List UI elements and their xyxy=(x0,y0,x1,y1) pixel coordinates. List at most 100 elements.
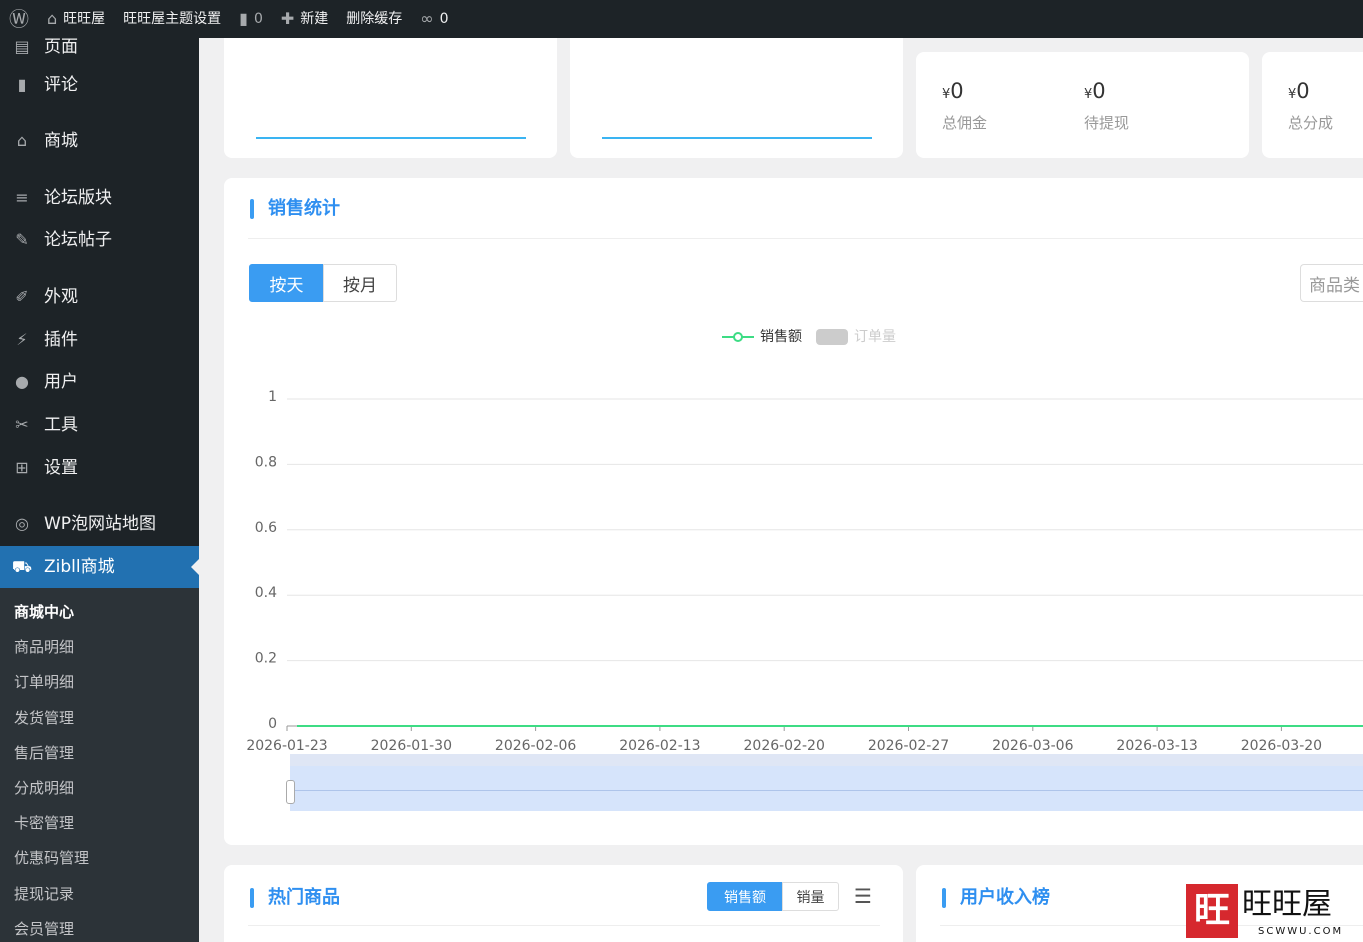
sidebar-item-label: WP泡网站地图 xyxy=(44,514,157,534)
sidebar-item[interactable]: ≡ 论坛版块 xyxy=(0,177,199,219)
user-income-card: 用户收入榜 xyxy=(916,865,1363,942)
sidebar-item-label: 外观 xyxy=(44,287,78,307)
sidebar-item-label: 页面 xyxy=(44,38,78,57)
data-zoom-slider[interactable] xyxy=(290,754,1363,811)
comment-icon: ▮ xyxy=(239,9,248,28)
share-card: ¥0 总分成 xyxy=(1262,52,1363,158)
store-icon: ⌂ xyxy=(16,131,28,150)
brush-icon: ✐ xyxy=(15,287,29,306)
filter-sliders-icon[interactable]: ☰ xyxy=(854,884,872,908)
wrench-icon: ✂ xyxy=(15,415,29,434)
submenu-item[interactable]: 售后管理 xyxy=(14,743,75,762)
new-link[interactable]: ✚ 新建 xyxy=(272,0,337,38)
sidebar-item-label: 商城 xyxy=(44,131,78,151)
submenu-item[interactable]: 分成明细 xyxy=(14,779,75,797)
sidebar-item[interactable]: ▮ 评论 xyxy=(0,64,199,106)
wordpress-logo[interactable]: Ⓦ xyxy=(0,0,38,38)
submenu-item[interactable]: 发货管理 xyxy=(14,708,75,727)
sidebar-item[interactable]: ● 用户 xyxy=(0,361,199,403)
submenu-item[interactable]: 卡密管理 xyxy=(14,814,75,833)
user-icon: ● xyxy=(15,372,29,391)
sidebar-item-label: 工具 xyxy=(44,415,78,435)
hot-products-card: 热门商品 销售额 销量 ☰ xyxy=(224,865,903,942)
x-tick-label: 2026-03-13 xyxy=(1116,738,1197,754)
legend-orders-icon[interactable] xyxy=(816,329,848,345)
submenu-item[interactable]: 商品明细 xyxy=(14,638,75,657)
home-icon: ⌂ xyxy=(47,9,58,28)
admin-sidebar: ▤ 页面 ▮ 评论 ⌂ 商城 ≡ 论坛版块 ✎ 论坛帖子 ✐ 外观 ⚡ 插件 ● 用户 ✂ 工具 ⊞ 设置 ◎ WP泡网站… xyxy=(0,38,199,942)
legend-sales-icon[interactable] xyxy=(722,332,754,342)
chart-legend: 销售额 订单量 xyxy=(722,328,896,346)
submenu: 商城中心商品明细订单明细发货管理售后管理分成明细卡密管理优惠码管理提现记录会员管… xyxy=(0,588,199,942)
sidebar-item[interactable]: ▤ 页面 xyxy=(0,38,199,68)
user-income-title: 用户收入榜 xyxy=(942,887,1050,909)
wordpress-icon: Ⓦ xyxy=(9,7,29,31)
pending-withdraw: ¥0 待提现 xyxy=(1084,79,1130,132)
sidebar-item-label: 插件 xyxy=(44,330,78,350)
category-select[interactable]: 商品类 xyxy=(1300,264,1363,302)
sidebar-item-label: Zibll商城 xyxy=(44,557,115,577)
new-label: 新建 xyxy=(300,11,329,27)
sales-chart: 0 0.2 0.4 0.6 0.8 1 2026-01-23 2026-01-30 2026-0… xyxy=(246,389,1363,754)
forum-icon: ≡ xyxy=(15,188,29,207)
y-tick-label: 0.2 xyxy=(255,651,277,667)
tab-by-day[interactable]: 按天 xyxy=(249,264,324,302)
comments-link[interactable]: ▮ 0 xyxy=(230,0,272,38)
legend-orders[interactable]: 订单量 xyxy=(854,329,896,345)
plugin-icon: ⚡ xyxy=(16,330,28,349)
sidebar-item[interactable]: ◎ WP泡网站地图 xyxy=(0,503,199,545)
submenu-item[interactable]: 提现记录 xyxy=(14,884,75,903)
sidebar-item[interactable]: ✐ 外观 xyxy=(0,276,199,318)
total-commission: ¥0 总佣金 xyxy=(942,79,988,132)
sidebar-item-label: 论坛版块 xyxy=(44,188,112,208)
sidebar-item[interactable]: ✂ 工具 xyxy=(0,404,199,446)
post-icon: ✎ xyxy=(15,230,29,249)
y-tick-label: 1 xyxy=(268,389,277,405)
sidebar-item[interactable]: ⌂ 商城 xyxy=(0,120,199,162)
sidebar-item-label: 设置 xyxy=(44,458,78,478)
sales-stats-card: 销售统计 按天 按月 商品类 销售额 订单量 0 0.2 0.4 0.6 0.8 1 202… xyxy=(224,178,1363,845)
sidebar-item-label: 用户 xyxy=(44,372,78,392)
sales-title: 销售统计 xyxy=(250,198,340,220)
watermark-logo: 旺 旺旺屋 SCWWU.COM xyxy=(1186,862,1363,942)
y-tick-label: 0 xyxy=(268,716,277,732)
comments-count: 0 xyxy=(253,11,263,27)
y-tick-label: 0.8 xyxy=(255,454,277,470)
total-share: ¥0 总分成 xyxy=(1288,79,1334,132)
comment-icon: ▮ xyxy=(17,75,27,94)
legend-sales[interactable]: 销售额 xyxy=(760,329,802,345)
sidebar-item[interactable]: ⚡ 插件 xyxy=(0,319,199,361)
clear-cache-link[interactable]: 删除缓存 xyxy=(337,0,411,38)
x-tick-label: 2026-02-20 xyxy=(744,738,825,754)
x-tick-label: 2026-02-13 xyxy=(619,738,700,754)
y-tick-label: 0.6 xyxy=(255,520,277,536)
tab-sales-volume[interactable]: 销量 xyxy=(782,882,839,911)
stat-card-2 xyxy=(570,20,903,158)
links-count: 0 xyxy=(439,11,449,27)
site-link[interactable]: ⌂ 旺旺屋 xyxy=(38,0,114,38)
hot-products-title: 热门商品 xyxy=(250,887,340,909)
submenu-item[interactable]: 商城中心 xyxy=(14,603,75,621)
slider-handle-left[interactable] xyxy=(286,780,295,804)
x-tick-label: 2026-01-30 xyxy=(371,738,452,754)
sidebar-item-label: 论坛帖子 xyxy=(44,230,112,250)
commission-card: ¥0 总佣金 ¥0 待提现 xyxy=(916,52,1249,158)
submenu-item[interactable]: 会员管理 xyxy=(14,919,75,938)
sitemap-icon: ◎ xyxy=(15,514,29,533)
sidebar-item[interactable]: ⊞ 设置 xyxy=(0,447,199,489)
theme-settings-link[interactable]: 旺旺屋主题设置 xyxy=(114,0,230,38)
sidebar-item-label: 评论 xyxy=(44,75,78,95)
links-link[interactable]: ∞ 0 xyxy=(411,0,457,38)
sidebar-item[interactable]: ✎ 论坛帖子 xyxy=(0,219,199,261)
submenu-item[interactable]: 优惠码管理 xyxy=(14,849,90,868)
x-tick-label: 2026-01-23 xyxy=(246,738,327,754)
x-tick-label: 2026-03-06 xyxy=(992,738,1073,754)
admin-bar: Ⓦ ⌂ 旺旺屋 旺旺屋主题设置 ▮ 0 ✚ 新建 删除缓存 ∞ 0 xyxy=(0,0,1363,38)
x-tick-label: 2026-03-20 xyxy=(1241,738,1322,754)
cart-icon: ⛟ xyxy=(11,557,33,576)
x-tick-label: 2026-02-06 xyxy=(495,738,576,754)
submenu-item[interactable]: 订单明细 xyxy=(14,673,75,692)
tab-sales-amount[interactable]: 销售额 xyxy=(707,882,783,911)
tab-by-month[interactable]: 按月 xyxy=(323,264,397,302)
sidebar-item[interactable]: ⛟ Zibll商城 xyxy=(0,546,199,588)
